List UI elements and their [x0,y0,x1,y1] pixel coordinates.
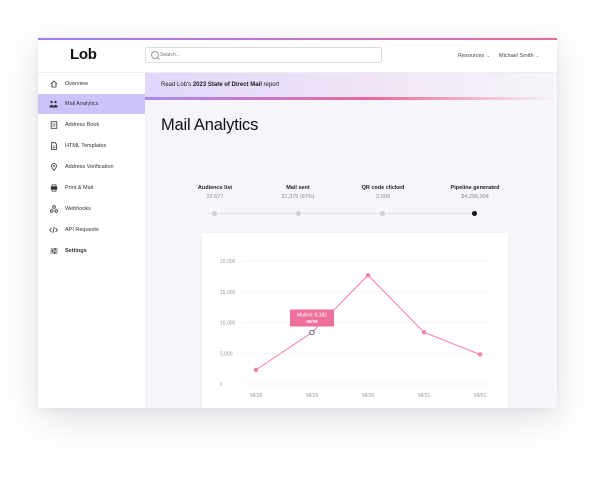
stat-value: 21,375 (97%) [281,194,315,200]
sidebar-item-label: Overview [65,81,88,87]
x-tick-label: 08/31 [418,393,431,399]
user-menu[interactable]: Michael Smith ⌄ [499,53,540,59]
stat-step-dot[interactable] [212,211,217,216]
address-book-icon [49,121,58,130]
app-window: Lob Resources⌄ Michael Smith⌄ Overview M… [38,38,557,408]
resources-label: Resources [458,53,485,59]
analytics-icon [49,100,58,109]
x-tick-label: 08/29 [306,393,319,399]
stat-label: Audience list [197,185,233,191]
tooltip-box [290,309,334,327]
search-box[interactable] [145,47,382,63]
resources-menu[interactable]: Resources ⌄ [458,53,491,59]
sidebar: Overview Mail Analytics Address Book HTM… [38,73,146,408]
y-tick-label: 10,000 [220,321,236,327]
stat-audience-list[interactable]: Audience list 22,677 [175,185,255,200]
sidebar-item-label: Mail Analytics [65,101,99,107]
report-banner[interactable]: Read Lob's 2023 State of Direct Mail rep… [145,73,557,97]
stat-value: 22,677 [206,194,224,200]
stat-label: Mail sent [286,185,310,191]
stat-step-dot-active[interactable] [472,211,477,216]
top-header: Lob Resources⌄ Michael Smith⌄ [38,40,557,73]
sidebar-item-webhooks[interactable]: Webhooks [38,199,145,219]
sidebar-item-label: Print & Mail [65,185,94,191]
sidebar-item-overview[interactable]: Overview [38,74,145,94]
x-tick-label: 08/28 [250,393,263,399]
sidebar-item-label: Address Verification [65,164,114,170]
sidebar-item-api-requests[interactable]: API Requests [38,220,145,240]
y-tick-label: 5,000 [220,351,233,357]
y-tick-label: 0 [220,382,223,388]
stat-step-dot[interactable] [296,211,301,216]
stat-stepper-line [209,213,475,214]
sidebar-item-label: Settings [65,248,87,254]
data-point[interactable] [421,330,427,335]
y-tick-label: 15,000 [220,290,236,296]
lob-logo[interactable]: Lob [70,46,97,63]
sliders-icon [49,247,58,256]
search-input[interactable] [160,49,360,61]
sidebar-item-address-book[interactable]: Address Book [38,115,145,135]
banner-text[interactable]: Read Lob's 2023 State of Direct Mail rep… [161,82,279,88]
code-icon [49,226,58,235]
data-point[interactable] [365,272,371,278]
sidebar-item-settings[interactable]: Settings [38,241,145,261]
sidebar-item-label: HTML Templates [65,143,107,149]
data-point-hovered[interactable] [309,329,315,336]
tooltip-label: Mailed: 8,382 [297,312,327,318]
banner-suffix: report [261,82,280,88]
home-icon [49,80,58,89]
tooltip-date: 08/29 [306,319,318,324]
x-tick-label: 08/30 [362,393,375,399]
stat-label: Pipeline generated [450,185,500,191]
stat-value: $4,256,004 [461,194,489,200]
stat-value: 2,000 [376,194,390,200]
stat-mail-sent[interactable]: Mail sent 21,375 (97%) [258,185,338,200]
chart-card: 0 5,000 10,000 15,000 20,000 08/28 08/29 08/30 0… [202,233,508,408]
page-title: Mail Analytics [161,116,259,134]
document-icon [49,142,58,151]
sidebar-item-label: Webhooks [65,206,91,212]
sidebar-item-print-mail[interactable]: Print & Mail [38,178,145,198]
data-point[interactable] [253,367,259,373]
stat-pipeline-generated[interactable]: Pipeline generated $4,256,004 [435,185,515,200]
sidebar-item-mail-analytics[interactable]: Mail Analytics [38,94,145,114]
main-content: Read Lob's 2023 State of Direct Mail rep… [145,73,557,408]
sidebar-item-label: API Requests [65,227,99,233]
banner-highlight: 2023 State of Direct Mail [192,82,262,88]
sidebar-item-html-templates[interactable]: HTML Templates [38,136,145,156]
stat-label: QR code clicked [361,185,405,191]
location-pin-icon [49,163,58,172]
stat-qr-code-clicked[interactable]: QR code clicked 2,000 [343,185,423,200]
accent-top-line [38,38,557,40]
banner-accent-bar [145,97,557,100]
chevron-down-icon: ⌄ [535,53,540,59]
banner-prefix: Read Lob's [161,82,193,88]
sidebar-item-address-verification[interactable]: Address Verification [38,157,145,177]
chevron-down-icon: ⌄ [486,53,491,59]
search-icon [151,51,159,59]
webhooks-icon [49,205,58,214]
stat-step-dot[interactable] [380,211,385,216]
sidebar-item-label: Address Book [65,122,100,128]
mail-analytics-line-chart: 0 5,000 10,000 15,000 20,000 08/28 08/29 08/30 0… [220,259,490,399]
data-point[interactable] [477,352,483,357]
y-tick-label: 20,000 [220,259,236,265]
user-name: Michael Smith [499,53,534,59]
printer-icon [49,184,58,193]
x-tick-label: 09/01 [474,393,487,399]
